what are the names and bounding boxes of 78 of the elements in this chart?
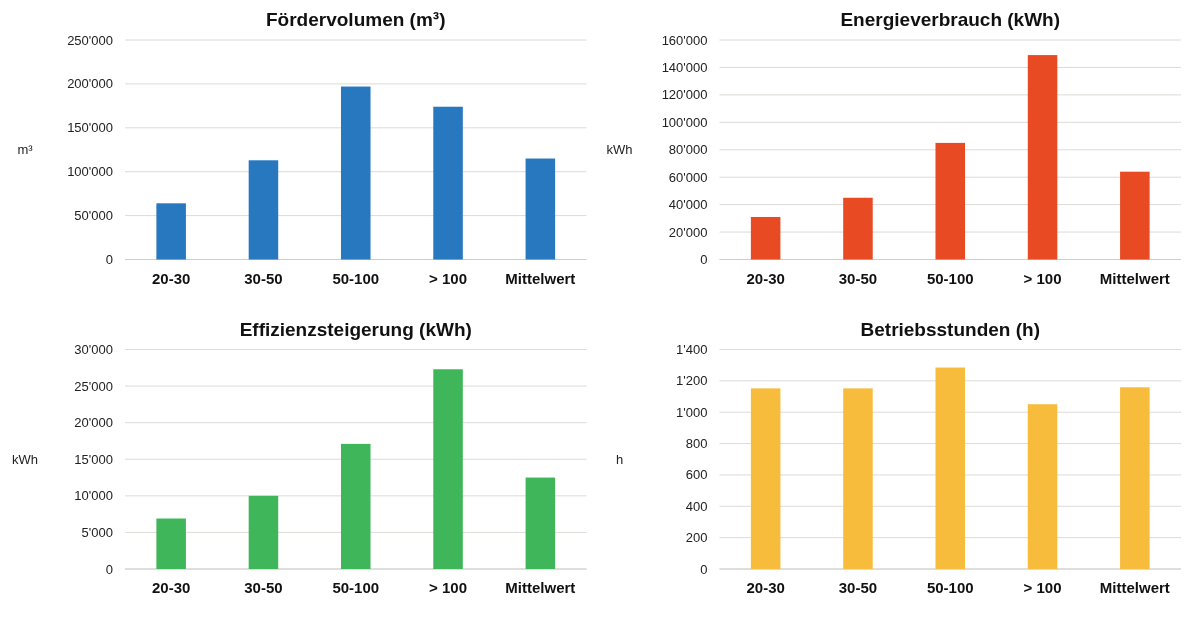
bar <box>248 160 279 260</box>
y-tick-label: 400 <box>685 498 708 514</box>
y-tick-label: 800 <box>685 436 708 452</box>
bar <box>1027 55 1058 260</box>
x-tick-label: 30-50 <box>244 579 283 596</box>
y-tick-label: 5'000 <box>81 524 113 540</box>
y-tick-label: 160'000 <box>661 32 708 48</box>
x-tick-label: > 100 <box>1023 269 1062 287</box>
bar <box>935 367 966 569</box>
y-tick-label: 250'000 <box>67 32 113 48</box>
y-tick-label: 0 <box>700 561 708 577</box>
y-tick-label: 80'000 <box>668 142 708 158</box>
y-tick-label: 30'000 <box>74 342 113 358</box>
y-tick-label: 1'200 <box>676 373 708 389</box>
x-tick-label: 50-100 <box>332 579 380 596</box>
x-tick-label: 50-100 <box>926 579 974 596</box>
bar <box>525 477 556 569</box>
x-tick-label: > 100 <box>429 269 468 287</box>
x-tick-label: 20-30 <box>151 579 191 596</box>
y-tick-label: 40'000 <box>668 197 708 213</box>
chart-title: Fördervolumen (m³) <box>266 9 446 30</box>
y-tick-label: 25'000 <box>74 378 113 394</box>
chart-title: Effizienzsteigerung (kWh) <box>239 318 472 340</box>
y-tick-label: 150'000 <box>67 120 113 136</box>
bar <box>156 518 186 569</box>
y-tick-label: 20'000 <box>668 224 708 240</box>
y-tick-label: 0 <box>105 252 113 268</box>
y-tick-label: 140'000 <box>661 59 708 75</box>
bar <box>525 158 556 260</box>
bar <box>433 106 463 260</box>
x-tick-label: > 100 <box>429 579 468 596</box>
y-axis-title: m³ <box>17 142 34 158</box>
chart-title: Energieverbrauch (kWh) <box>840 9 1061 30</box>
x-tick-label: Mittelwert <box>505 579 576 596</box>
y-tick-label: 0 <box>700 252 708 268</box>
y-tick-label: 100'000 <box>67 164 113 180</box>
y-axis-title: kWh <box>606 142 633 158</box>
y-axis-title: h <box>615 451 624 467</box>
bar <box>935 142 966 260</box>
x-tick-label: 30-50 <box>838 579 878 596</box>
bar <box>340 443 371 569</box>
y-tick-label: 15'000 <box>74 451 113 467</box>
bar <box>340 86 371 260</box>
y-tick-label: 200'000 <box>67 76 113 92</box>
x-tick-label: 30-50 <box>838 269 878 287</box>
bar <box>433 369 463 569</box>
x-tick-label: 50-100 <box>332 269 380 287</box>
bar <box>843 388 873 569</box>
y-tick-label: 200 <box>685 530 708 546</box>
x-tick-label: 20-30 <box>151 269 191 287</box>
y-tick-label: 10'000 <box>74 488 113 504</box>
x-tick-label: 20-30 <box>746 579 785 596</box>
y-tick-label: 50'000 <box>74 208 113 224</box>
bar <box>1120 171 1150 260</box>
bar <box>156 203 186 260</box>
y-axis-title: kWh <box>12 451 38 467</box>
y-tick-label: 60'000 <box>668 169 708 185</box>
bar <box>843 197 873 260</box>
bar <box>248 495 279 569</box>
bar <box>750 388 781 569</box>
x-tick-label: 30-50 <box>244 269 283 287</box>
x-tick-label: 20-30 <box>746 269 785 287</box>
y-tick-label: 1'000 <box>676 404 708 420</box>
bar <box>750 216 781 260</box>
x-tick-label: Mittelwert <box>505 269 576 287</box>
y-tick-label: 100'000 <box>661 114 708 130</box>
y-tick-label: 0 <box>105 561 113 577</box>
chart-title: Betriebsstunden (h) <box>860 318 1040 340</box>
y-tick-label: 600 <box>685 467 708 483</box>
bar <box>1027 404 1058 569</box>
y-tick-label: 20'000 <box>74 415 113 431</box>
x-tick-label: Mittelwert <box>1099 269 1170 287</box>
y-tick-label: 1'400 <box>676 342 708 358</box>
x-tick-label: > 100 <box>1023 579 1062 596</box>
x-tick-label: Mittelwert <box>1099 579 1170 596</box>
x-tick-label: 50-100 <box>926 269 974 287</box>
y-tick-label: 120'000 <box>661 87 708 103</box>
bar <box>1120 387 1150 569</box>
